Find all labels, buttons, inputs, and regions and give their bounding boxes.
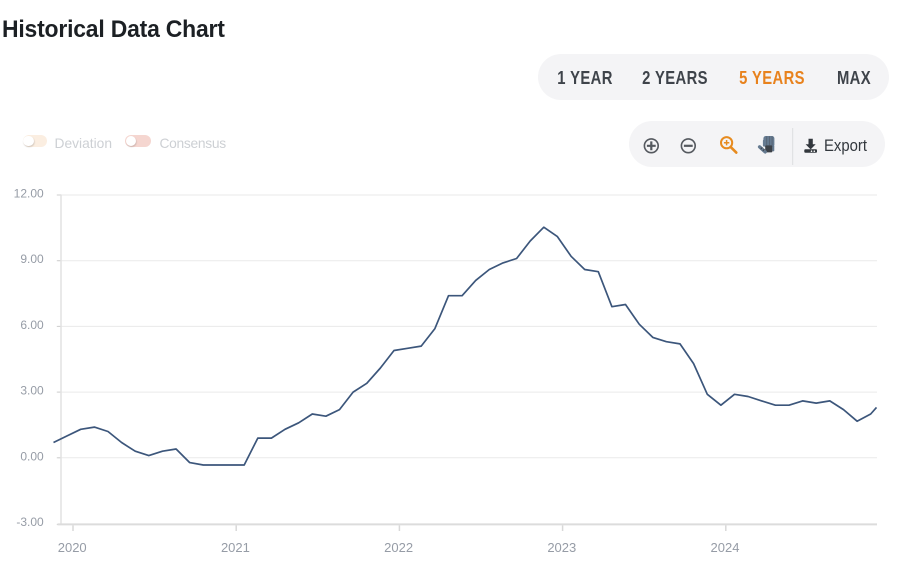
svg-text:2022: 2022 — [384, 540, 413, 555]
svg-text:9.00: 9.00 — [20, 252, 44, 266]
svg-text:3.00: 3.00 — [20, 384, 44, 398]
svg-text:-3.00: -3.00 — [16, 515, 44, 529]
svg-text:2024: 2024 — [711, 540, 740, 555]
svg-text:6.00: 6.00 — [20, 318, 44, 332]
svg-text:0.00: 0.00 — [20, 449, 44, 463]
svg-text:12.00: 12.00 — [14, 187, 44, 201]
svg-text:2023: 2023 — [547, 540, 576, 555]
svg-text:2020: 2020 — [58, 540, 87, 555]
svg-text:2021: 2021 — [221, 540, 250, 555]
